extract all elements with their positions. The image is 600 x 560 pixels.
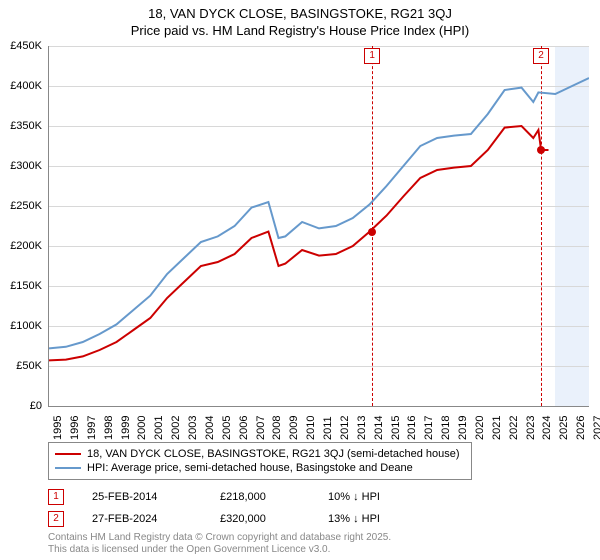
legend-label-hpi: HPI: Average price, semi-detached house,…: [87, 462, 413, 474]
x-tick-label: 2006: [238, 416, 250, 440]
x-tick-label: 2016: [406, 416, 418, 440]
y-tick-label: £100K: [10, 320, 42, 332]
x-tick-label: 2010: [305, 416, 317, 440]
y-tick-label: £200K: [10, 240, 42, 252]
event-price-1: £218,000: [220, 491, 300, 503]
x-tick-label: 2021: [491, 416, 503, 440]
y-tick-label: £450K: [10, 40, 42, 52]
x-tick-label: 2024: [541, 416, 553, 440]
x-tick-label: 2023: [525, 416, 537, 440]
x-tick-label: 2013: [356, 416, 368, 440]
y-tick-label: £300K: [10, 160, 42, 172]
x-tick-label: 2015: [390, 416, 402, 440]
event-badge-1: 1: [48, 489, 64, 505]
footer-line-2: This data is licensed under the Open Gov…: [48, 544, 391, 556]
event-vline: [541, 46, 542, 406]
event-badge-2: 2: [48, 511, 64, 527]
y-tick-label: £0: [30, 400, 42, 412]
event-marker: 2: [533, 48, 549, 64]
event-row-1: 1 25-FEB-2014 £218,000 10% ↓ HPI: [48, 486, 418, 508]
forecast-band: [555, 46, 589, 406]
events-table: 1 25-FEB-2014 £218,000 10% ↓ HPI 2 27-FE…: [48, 486, 418, 530]
gridline: [49, 206, 589, 207]
x-tick-label: 2019: [457, 416, 469, 440]
gridline: [49, 366, 589, 367]
legend-row-hpi: HPI: Average price, semi-detached house,…: [55, 461, 465, 475]
x-tick-label: 2002: [170, 416, 182, 440]
gridline: [49, 286, 589, 287]
footer: Contains HM Land Registry data © Crown c…: [48, 532, 391, 556]
chart-container: 18, VAN DYCK CLOSE, BASINGSTOKE, RG21 3Q…: [0, 0, 600, 560]
x-tick-label: 1999: [120, 416, 132, 440]
event-price-2: £320,000: [220, 513, 300, 525]
y-tick-label: £350K: [10, 120, 42, 132]
x-tick-label: 2017: [423, 416, 435, 440]
gridline: [49, 246, 589, 247]
x-tick-label: 2018: [440, 416, 452, 440]
x-tick-label: 1997: [86, 416, 98, 440]
title-block: 18, VAN DYCK CLOSE, BASINGSTOKE, RG21 3Q…: [0, 0, 600, 38]
y-tick-label: £50K: [16, 360, 42, 372]
series-line-hpi: [49, 78, 589, 348]
event-marker: 1: [364, 48, 380, 64]
event-dot: [368, 228, 376, 236]
footer-line-1: Contains HM Land Registry data © Crown c…: [48, 532, 391, 544]
legend-swatch-hpi: [55, 467, 81, 469]
legend-swatch-price-paid: [55, 453, 81, 455]
gridline: [49, 86, 589, 87]
event-delta-1: 10% ↓ HPI: [328, 491, 418, 503]
chart-area: 12 £0£50K£100K£150K£200K£250K£300K£350K£…: [48, 46, 588, 406]
event-date-2: 27-FEB-2024: [92, 513, 192, 525]
line-series-svg: [49, 46, 589, 406]
x-tick-label: 2000: [136, 416, 148, 440]
x-tick-label: 2020: [474, 416, 486, 440]
x-tick-label: 2025: [558, 416, 570, 440]
plot-region: 12: [48, 46, 589, 407]
event-date-1: 25-FEB-2014: [92, 491, 192, 503]
x-tick-label: 2014: [373, 416, 385, 440]
gridline: [49, 326, 589, 327]
legend-row-price-paid: 18, VAN DYCK CLOSE, BASINGSTOKE, RG21 3Q…: [55, 447, 465, 461]
x-tick-label: 2003: [187, 416, 199, 440]
y-tick-label: £250K: [10, 200, 42, 212]
event-dot: [537, 146, 545, 154]
x-tick-label: 2008: [271, 416, 283, 440]
x-tick-label: 2007: [255, 416, 267, 440]
event-row-2: 2 27-FEB-2024 £320,000 13% ↓ HPI: [48, 508, 418, 530]
gridline: [49, 46, 589, 47]
x-tick-label: 2026: [575, 416, 587, 440]
legend: 18, VAN DYCK CLOSE, BASINGSTOKE, RG21 3Q…: [48, 442, 472, 480]
x-tick-label: 2009: [288, 416, 300, 440]
x-tick-label: 1995: [52, 416, 64, 440]
title-line-1: 18, VAN DYCK CLOSE, BASINGSTOKE, RG21 3Q…: [0, 6, 600, 21]
title-line-2: Price paid vs. HM Land Registry's House …: [0, 23, 600, 38]
event-vline: [372, 46, 373, 406]
x-tick-label: 2027: [592, 416, 600, 440]
y-tick-label: £400K: [10, 80, 42, 92]
x-tick-label: 2011: [322, 416, 334, 440]
gridline: [49, 126, 589, 127]
x-tick-label: 2004: [204, 416, 216, 440]
x-tick-label: 2022: [508, 416, 520, 440]
gridline: [49, 166, 589, 167]
y-tick-label: £150K: [10, 280, 42, 292]
x-tick-label: 1998: [103, 416, 115, 440]
x-tick-label: 2005: [221, 416, 233, 440]
x-tick-label: 1996: [69, 416, 81, 440]
x-tick-label: 2012: [339, 416, 351, 440]
x-tick-label: 2001: [153, 416, 165, 440]
event-delta-2: 13% ↓ HPI: [328, 513, 418, 525]
legend-label-price-paid: 18, VAN DYCK CLOSE, BASINGSTOKE, RG21 3Q…: [87, 448, 460, 460]
